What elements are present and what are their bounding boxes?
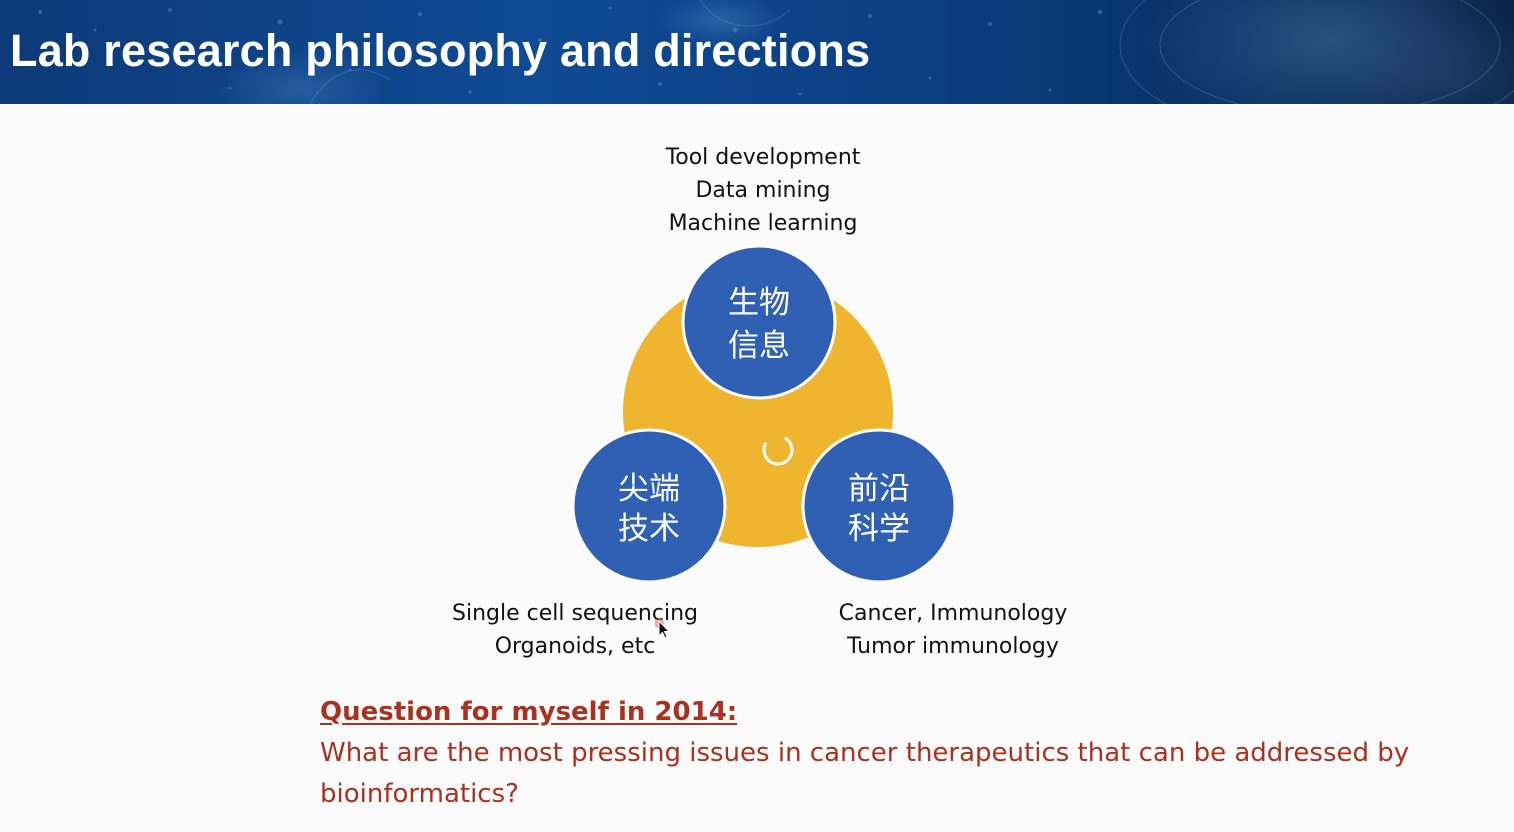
science-circle: 前沿 科学 [801,428,957,584]
loading-spinner-icon [762,434,794,466]
bioinformatics-circle: 生物 信息 [681,244,837,400]
caption-line: Tool development [665,145,861,170]
technology-circle: 尖端 技术 [571,428,727,584]
technology-caption: Single cell sequencing Organoids, etc [425,597,725,663]
page-title: Lab research philosophy and directions [10,25,871,76]
bioinformatics-label-line2: 信息 [728,328,790,364]
caption-line: Data mining [695,178,831,203]
science-caption: Cancer, Immunology Tumor immunology [803,597,1103,663]
technology-label-line2: 技术 [618,511,680,547]
science-label-line1: 前沿 [848,471,910,507]
caption-line: Machine learning [668,211,858,236]
banner-background-image [38,0,1514,104]
mouse-pointer-icon [655,619,671,639]
technology-label-line1: 尖端 [618,471,680,507]
caption-line: Organoids, etc [494,634,656,659]
science-label-line2: 科学 [848,511,910,547]
caption-line: Cancer, Immunology [838,601,1068,626]
question-heading: Question for myself in 2014: [320,697,738,727]
question-body: What are the most pressing issues in can… [320,738,1410,809]
title-banner: Lab research philosophy and directions [0,0,1514,104]
bioinformatics-label-line1: 生物 [728,285,790,321]
caption-line: Single cell sequencing [452,601,698,626]
venn-diagram: 生物 信息 尖端 技术 前沿 科学 [571,244,957,584]
bioinformatics-caption: Tool development Data mining Machine lea… [613,141,913,240]
question-block: Question for myself in 2014: What are th… [320,692,1420,815]
caption-line: Tumor immunology [847,634,1059,659]
